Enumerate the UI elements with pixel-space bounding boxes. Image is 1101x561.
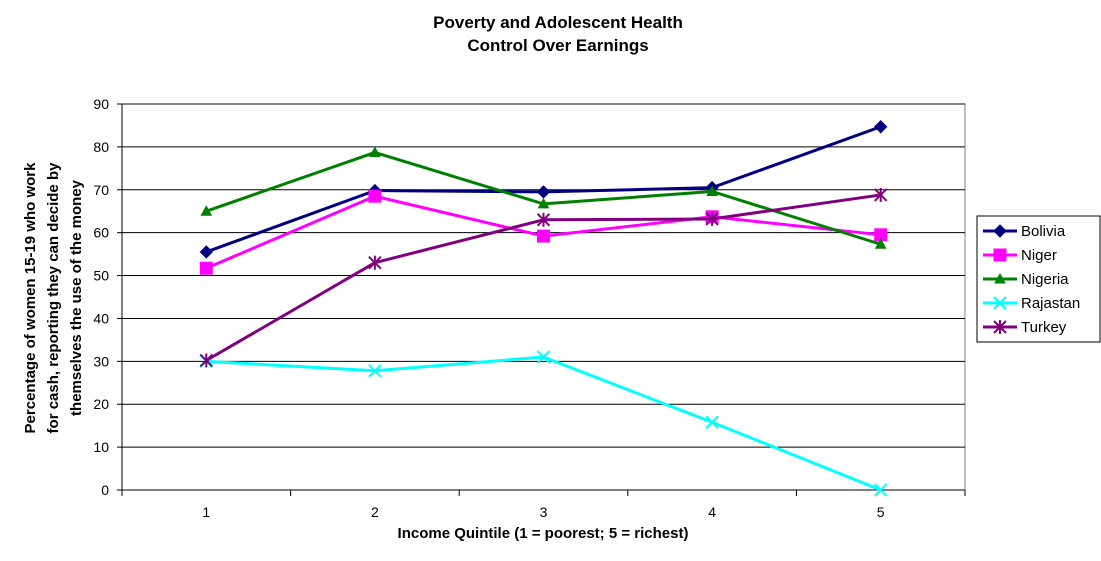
legend-item-niger: Niger (983, 247, 1057, 264)
chart-title-line-1: Poverty and Adolescent Health (433, 13, 683, 32)
y-tick-label: 90 (93, 96, 109, 112)
y-axis-title: Percentage of women 15-19 who work for c… (22, 162, 85, 434)
data-point-niger-3 (537, 229, 550, 243)
data-point-turkey-1 (199, 353, 214, 368)
legend-item-rajastan: Rajastan (983, 295, 1080, 312)
legend-marker-nigeria (994, 272, 1006, 284)
y-tick-label: 50 (93, 268, 109, 284)
data-point-rajastan-3 (536, 350, 551, 364)
data-point-rajastan-2 (368, 364, 382, 378)
data-point-nigeria-4 (706, 185, 718, 196)
legend: Bolivia Niger Nigeria Rajastan Turkey (976, 215, 1101, 343)
y-tick-label: 0 (101, 482, 109, 498)
plot-border (121, 103, 966, 491)
data-point-niger-2 (368, 189, 382, 203)
plot-area: 0 10 20 30 40 50 60 70 80 90 1 2 3 4 5 (93, 96, 966, 520)
legend-marker-bolivia (993, 224, 1007, 238)
y-tick-label: 40 (93, 310, 109, 326)
data-point-nigeria-1 (200, 205, 213, 216)
data-point-bolivia-5 (873, 120, 888, 134)
legend-label-rajastan: Rajastan (1021, 295, 1080, 312)
data-point-nigeria-3 (537, 197, 550, 209)
data-point-niger-1 (199, 261, 213, 275)
legend-item-turkey: Turkey (983, 319, 1067, 336)
x-tick-label: 3 (540, 504, 548, 520)
data-point-nigeria-2 (369, 146, 381, 157)
legend-label-niger: Niger (1021, 247, 1057, 264)
legend-label-bolivia: Bolivia (1021, 223, 1066, 240)
y-axis-title-line-3: themselves the use of the money (68, 179, 85, 416)
y-tick-label: 70 (93, 182, 109, 198)
chart-title-line-2: Control Over Earnings (467, 36, 648, 55)
legend-item-bolivia: Bolivia (983, 223, 1066, 240)
y-tick-label: 80 (93, 139, 109, 155)
data-point-turkey-2 (368, 255, 382, 270)
data-point-rajastan-5 (873, 483, 888, 497)
data-point-rajastan-4 (705, 415, 719, 429)
legend-label-turkey: Turkey (1021, 319, 1067, 336)
y-tick-label: 60 (93, 225, 109, 241)
data-point-turkey-4 (705, 211, 719, 226)
x-axis-title: Income Quintile (1 = poorest; 5 = riches… (398, 525, 689, 542)
y-tick-label: 30 (93, 353, 109, 369)
x-tick-label: 2 (371, 504, 379, 520)
y-tick-label: 20 (93, 396, 109, 412)
data-point-bolivia-1 (199, 245, 214, 259)
y-axis-title-line-2: for cash, reporting they can decide by (45, 162, 62, 434)
x-tick-label: 5 (877, 504, 885, 520)
data-point-turkey-3 (536, 212, 551, 227)
legend-marker-turkey (993, 320, 1007, 334)
legend-marker-niger (993, 248, 1007, 262)
data-point-turkey-5 (873, 187, 888, 202)
legend-item-nigeria: Nigeria (983, 271, 1069, 288)
legend-label-nigeria: Nigeria (1021, 271, 1069, 288)
data-point-nigeria-5 (874, 238, 887, 249)
x-tick-label: 1 (202, 504, 210, 520)
y-axis-title-line-1: Percentage of women 15-19 who work (22, 162, 39, 434)
x-tick-label: 4 (708, 504, 716, 520)
legend-marker-rajastan (993, 296, 1007, 310)
y-tick-label: 10 (93, 439, 109, 455)
